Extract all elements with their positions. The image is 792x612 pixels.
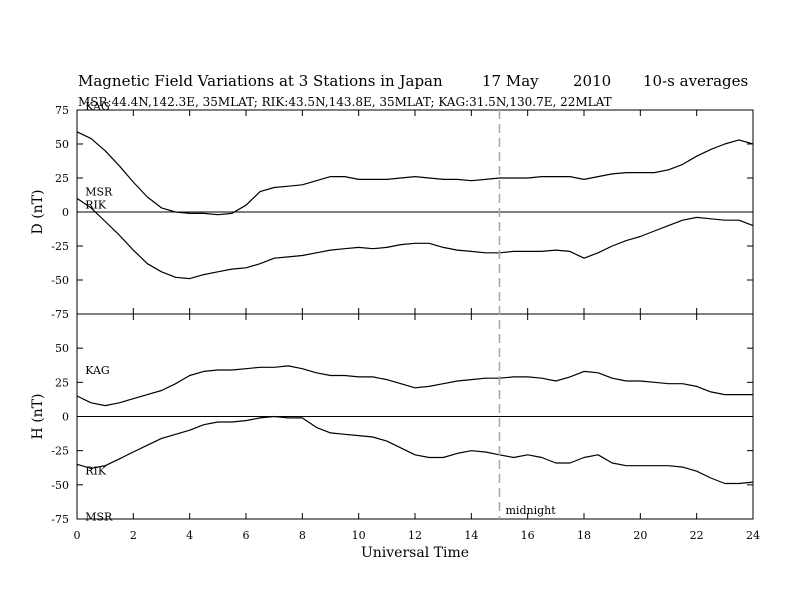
series-label-D-MSR: MSR (85, 185, 113, 198)
panel-H-y-tick-label: -75 (51, 513, 69, 526)
chart-date-year: 2010 (573, 72, 612, 90)
x-tick-label: 24 (746, 529, 760, 542)
series-label-H-KAG: KAG (85, 364, 110, 377)
panel-H-y-tick-label: -25 (51, 445, 69, 458)
chart-averaging: 10-s averages (643, 72, 749, 90)
panel-H-y-tick-label: 50 (55, 342, 69, 355)
panel-D-y-tick-label: 75 (55, 104, 69, 117)
x-tick-label: 4 (186, 529, 193, 542)
series-line-D-MSR (76, 197, 754, 280)
x-tick-label: 12 (408, 529, 422, 542)
series-label-D-RIK: RIK (85, 198, 107, 211)
panel-H-y-tick-label: 25 (55, 376, 69, 389)
series-line-H-MSR (76, 415, 754, 485)
x-axis-title: Universal Time (361, 545, 469, 561)
panel-D-y-tick-label: -25 (51, 240, 69, 253)
x-tick-label: 16 (521, 529, 535, 542)
series-line-H-KAG (76, 365, 753, 407)
series-label-H-MSR: MSR (85, 510, 113, 523)
station-coordinates: MSR:44.4N,142.3E, 35MLAT; RIK:43.5N,143.… (78, 95, 612, 109)
chart-title-row: Magnetic Field Variations at 3 Stations … (78, 72, 748, 162)
x-tick-label: 0 (74, 529, 81, 542)
x-tick-label: 8 (299, 529, 306, 542)
x-tick-label: 6 (243, 529, 250, 542)
midnight-marker-label: midnight (506, 504, 557, 517)
x-tick-label: 14 (464, 529, 478, 542)
panel-D-y-tick-label: -50 (51, 274, 69, 287)
series-label-D-KAG: KAG (85, 100, 110, 113)
x-tick-label: 2 (130, 529, 137, 542)
panel-D-y-tick-label: 0 (62, 206, 69, 219)
panel-D-y-tick-label: 50 (55, 138, 69, 151)
x-tick-label: 18 (577, 529, 591, 542)
panel-H-y-tick-label: -50 (51, 479, 69, 492)
panel-D-y-tick-label: 25 (55, 172, 69, 185)
chart-date-day: 17 May (482, 72, 539, 90)
panel-H-y-tick-label: 0 (62, 411, 69, 424)
panel-D-y-axis-title: D (nT) (30, 190, 46, 235)
chart-title: Magnetic Field Variations at 3 Stations … (78, 72, 443, 90)
x-tick-label: 10 (352, 529, 366, 542)
x-tick-label: 20 (633, 529, 647, 542)
series-label-H-RIK: RIK (85, 464, 107, 477)
series-line-D-KAG (76, 131, 754, 216)
x-tick-label: 22 (690, 529, 704, 542)
panel-D-y-tick-label: -75 (51, 308, 69, 321)
panel-H-y-axis-title: H (nT) (30, 394, 46, 440)
